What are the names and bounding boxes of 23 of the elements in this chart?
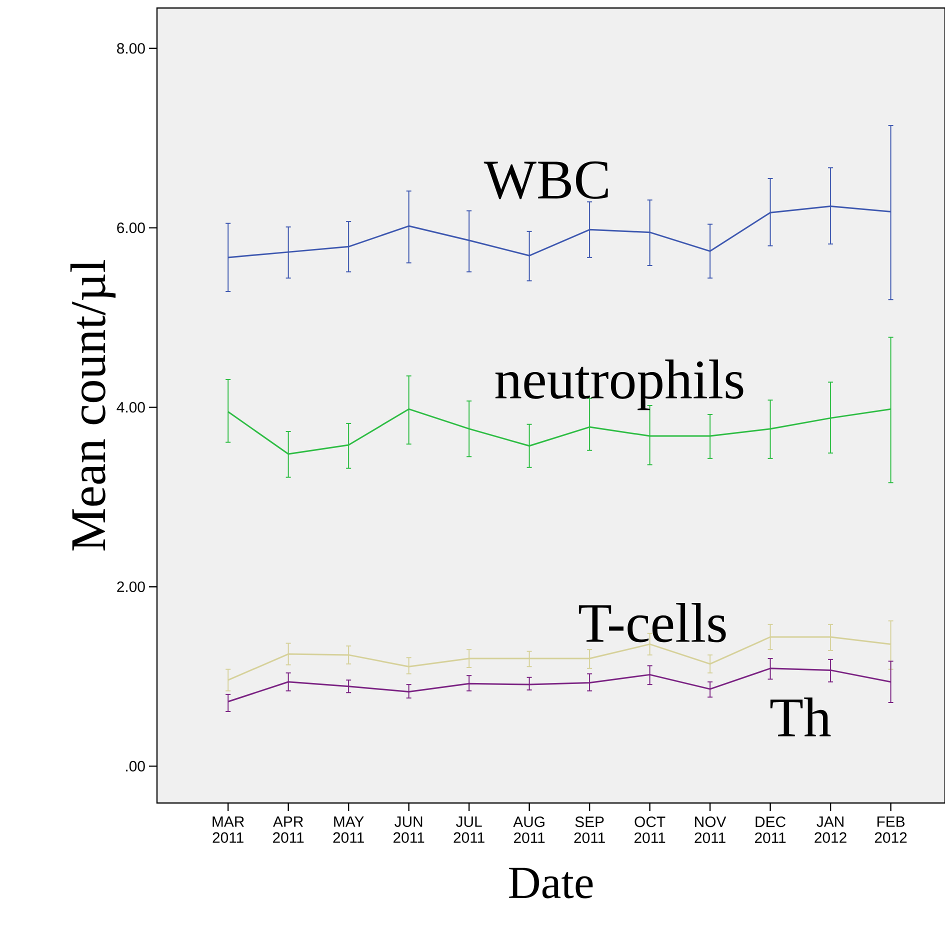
series-label: T-cells — [578, 603, 726, 642]
x-tick-label: SEP 2011 — [574, 816, 605, 844]
x-tick-label: APR 2011 — [273, 816, 304, 843]
y-tick-label: 6.00 — [117, 222, 145, 234]
y-tick-label: 4.00 — [116, 402, 145, 413]
x-tick-label: MAR 2011 — [212, 816, 244, 843]
series-label: neutrophils — [495, 360, 744, 410]
x-tick-label: JUL 2011 — [454, 816, 484, 843]
series-label: Th — [770, 697, 831, 736]
x-tick-label: MAY 2011 — [333, 816, 364, 843]
x-tick-label: FEB 2012 — [874, 816, 907, 843]
x-tick-label: DEC 2011 — [754, 816, 786, 844]
x-tick-label: NOV 2011 — [694, 816, 726, 844]
x-tick-label: AUG 2011 — [513, 816, 545, 844]
series-label: WBC — [484, 161, 608, 200]
y-tick-label: 2.00 — [117, 581, 145, 592]
y-axis-title: Mean count/µl — [70, 260, 116, 551]
y-tick-label: .00 — [126, 760, 145, 772]
x-tick-label: JUN 2011 — [394, 816, 424, 843]
x-tick-label: OCT 2011 — [634, 816, 666, 844]
y-tick-label: 8.00 — [117, 43, 145, 54]
x-tick-label: JAN 2012 — [814, 816, 846, 843]
x-axis-title: Date — [509, 868, 593, 898]
